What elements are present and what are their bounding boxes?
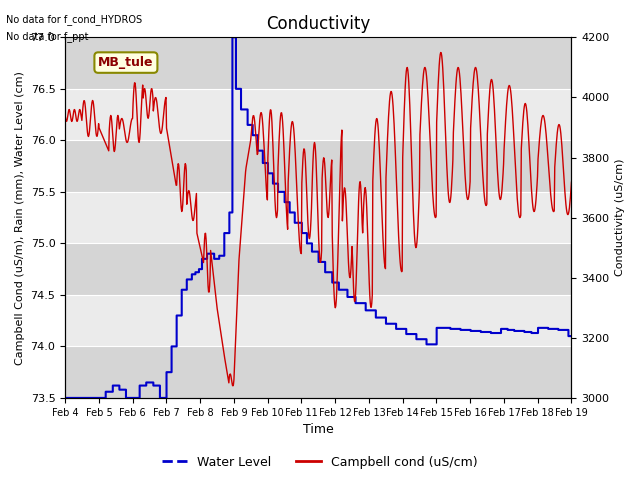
Bar — [65, 243, 572, 295]
X-axis label: Time: Time — [303, 423, 333, 436]
Bar — [65, 89, 572, 140]
Text: No data for f_ppt: No data for f_ppt — [6, 31, 89, 42]
Bar — [65, 347, 572, 398]
Title: Conductivity: Conductivity — [266, 15, 371, 33]
Bar — [65, 37, 572, 89]
Text: No data for f_cond_HYDROS: No data for f_cond_HYDROS — [6, 14, 143, 25]
Text: MB_tule: MB_tule — [98, 56, 154, 69]
Bar — [65, 192, 572, 243]
Y-axis label: Campbell Cond (uS/m), Rain (mm), Water Level (cm): Campbell Cond (uS/m), Rain (mm), Water L… — [15, 71, 25, 365]
Bar — [65, 295, 572, 347]
Y-axis label: Conductivity (uS/cm): Conductivity (uS/cm) — [615, 159, 625, 276]
Bar — [65, 140, 572, 192]
Legend: Water Level, Campbell cond (uS/cm): Water Level, Campbell cond (uS/cm) — [157, 451, 483, 474]
